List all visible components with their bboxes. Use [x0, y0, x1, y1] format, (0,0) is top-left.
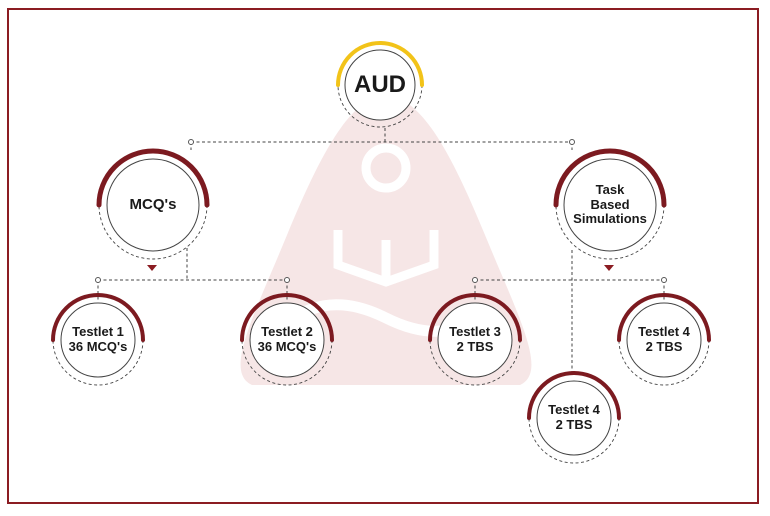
- node-t3: [428, 293, 522, 386]
- node-tbs-line-1: Based: [590, 196, 630, 212]
- arrow-tbs: [604, 265, 614, 271]
- node-mcq-label: MCQ's: [107, 159, 199, 251]
- node-mcq: [96, 148, 210, 260]
- node-t2: [240, 293, 334, 386]
- node-t3-circle: [437, 302, 513, 378]
- node-aud-label: AUD: [345, 50, 415, 120]
- node-t4b-line-1: 2 TBS: [555, 417, 593, 432]
- connectors: [97, 128, 665, 372]
- node-t4b-line-0: Testlet 4: [548, 402, 600, 418]
- connector-aud-branches: [190, 128, 573, 150]
- node-t4a: [617, 293, 711, 386]
- node-mcq-line-0: MCQ's: [129, 195, 177, 213]
- node-t3-line-1: 2 TBS: [456, 339, 494, 354]
- node-t4a-line-1: 2 TBS: [645, 339, 683, 354]
- node-t4a-arc: [617, 293, 711, 342]
- node-t2-line-1: 36 MCQ's: [257, 339, 317, 354]
- arrow-mcq: [147, 265, 157, 271]
- node-tbs-label: Task Based Simulations: [564, 159, 656, 251]
- node-t3-arc: [428, 293, 522, 342]
- connector-tbs-testlets: [474, 250, 665, 372]
- connector-mcq-testlets: [97, 248, 288, 300]
- node-aud: [336, 41, 424, 128]
- node-t4a-circle: [626, 302, 702, 378]
- node-t2-arc: [240, 293, 334, 342]
- node-mcq-arc: [96, 148, 210, 208]
- node-t1-circle: [60, 302, 136, 378]
- diagram-frame: [7, 8, 759, 504]
- node-t4b-circle: [536, 380, 612, 456]
- node-tbs-circle: [563, 158, 657, 252]
- node-t2-label: Testlet 2 36 MCQ's: [250, 303, 324, 377]
- node-tbs-line-2: Simulations: [573, 211, 647, 227]
- node-t1-line-1: 36 MCQ's: [68, 339, 128, 354]
- node-t4a-line-0: Testlet 4: [638, 324, 690, 340]
- node-tbs-arc: [553, 148, 667, 208]
- node-t1-line-0: Testlet 1: [72, 324, 124, 340]
- node-t3-line-0: Testlet 3: [449, 324, 501, 340]
- node-t2-circle: [249, 302, 325, 378]
- node-t4b-arc: [527, 371, 621, 420]
- connector-dots: [95, 139, 667, 283]
- node-aud-circle: [344, 49, 416, 121]
- node-t1-label: Testlet 1 36 MCQ's: [61, 303, 135, 377]
- node-mcq-circle: [106, 158, 200, 252]
- node-aud-line-0: AUD: [354, 70, 406, 98]
- node-aud-arc: [336, 41, 424, 87]
- node-t2-line-0: Testlet 2: [261, 324, 313, 340]
- node-t1: [51, 293, 145, 386]
- branch-arrows: [147, 265, 614, 271]
- node-t4b: [527, 371, 621, 464]
- node-tbs: [553, 148, 667, 260]
- node-tbs-line-0: Task: [595, 182, 625, 198]
- node-t1-arc: [51, 293, 145, 342]
